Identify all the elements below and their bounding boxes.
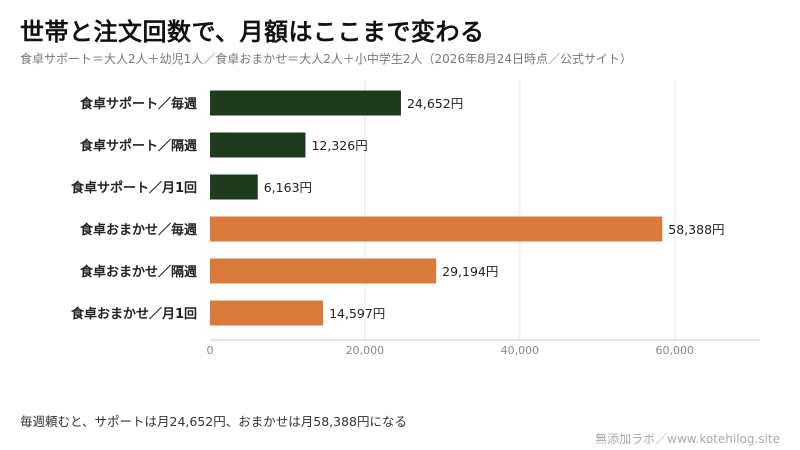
category-label: 食卓サポート／毎週	[80, 96, 197, 112]
chart-title: 世帯と注文回数で、月額はここまで変わる	[20, 18, 485, 46]
footnote: 毎週頼むと、サポートは月24,652円、おまかせは月58,388円になる	[20, 414, 407, 429]
x-tick-label: 40,000	[501, 344, 540, 357]
bar	[210, 90, 401, 116]
data-label: 14,597円	[329, 306, 385, 321]
site-credit: 無添加ラボ／www.kotehilog.site	[595, 432, 780, 446]
bar	[210, 174, 258, 200]
x-tick-label: 20,000	[346, 344, 385, 357]
x-tick-label: 60,000	[656, 344, 695, 357]
bar	[210, 216, 663, 242]
bar	[210, 132, 306, 158]
data-label: 29,194円	[442, 264, 498, 279]
category-label: 食卓サポート／月1回	[71, 180, 197, 196]
bar	[210, 300, 324, 326]
data-label: 58,388円	[668, 222, 724, 237]
data-label: 24,652円	[407, 96, 463, 111]
category-label: 食卓おまかせ／月1回	[71, 306, 197, 322]
category-label: 食卓サポート／隔週	[80, 138, 197, 154]
data-label: 6,163円	[264, 180, 312, 195]
chart-subtitle: 食卓サポート＝大人2人＋幼児1人／食卓おまかせ＝大人2人＋小中学生2人（2026…	[20, 52, 632, 66]
x-tick-label: 0	[207, 344, 214, 357]
data-label: 12,326円	[311, 138, 367, 153]
bar	[210, 258, 437, 284]
category-label: 食卓おまかせ／毎週	[80, 222, 197, 238]
category-label: 食卓おまかせ／隔週	[80, 264, 197, 280]
